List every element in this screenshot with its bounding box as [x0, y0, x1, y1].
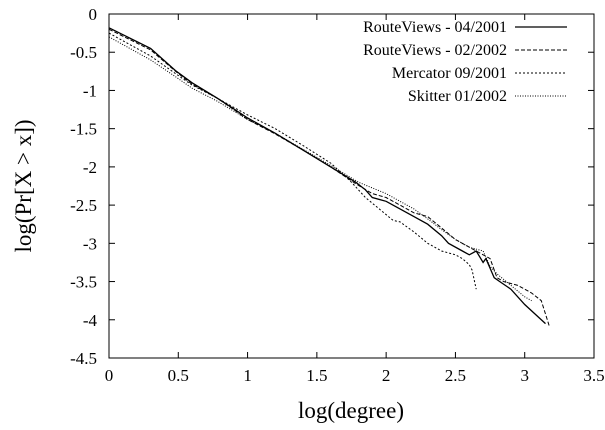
x-axis-title: log(degree) — [298, 398, 404, 423]
y-tick-label: -3.5 — [70, 273, 97, 292]
legend-label-routeviews-02-2002: RouteViews - 02/2002 — [363, 42, 507, 59]
x-tick-label: 0 — [105, 366, 114, 385]
series-line-skitter-01-2002 — [108, 36, 532, 302]
plot-series — [108, 27, 551, 328]
x-tick-label: 0.5 — [168, 366, 189, 385]
legend: RouteViews - 04/2001 RouteViews - 02/2002… — [363, 19, 567, 105]
x-tick-label: 1 — [243, 366, 252, 385]
y-tick-label: -4 — [83, 311, 98, 330]
y-axis-title: log(Pr[X > x]) — [11, 119, 36, 252]
y-tick-label: -4.5 — [70, 349, 97, 368]
y-tick-label: -1 — [83, 81, 97, 100]
y-tick-label: -0.5 — [70, 43, 97, 62]
axis-ticks: 0 0.5 1 1.5 2 2.5 3 3.5 0 -0.5 -1 -1.5 -2 -2.5 -3 -3.5 -… — [70, 5, 605, 385]
x-tick-label: 3 — [520, 366, 529, 385]
x-tick-label: 2 — [382, 366, 391, 385]
legend-label-mercator-09-2001: Mercator 09/2001 — [392, 65, 507, 82]
y-tick-label: -3 — [83, 234, 97, 253]
plot-frame — [108, 13, 595, 359]
legend-label-routeviews-04-2001: RouteViews - 04/2001 — [363, 19, 507, 36]
series-line-routeviews-04-2001 — [108, 27, 546, 325]
y-tick-label: -2 — [83, 158, 97, 177]
y-tick-label: -1.5 — [70, 120, 97, 139]
y-tick-label: -2.5 — [70, 196, 97, 215]
x-tick-label: 1.5 — [306, 366, 327, 385]
series-line-routeviews-02-2002 — [108, 28, 551, 328]
legend-label-skitter-01-2002: Skitter 01/2002 — [408, 88, 507, 105]
x-tick-label: 2.5 — [445, 366, 466, 385]
x-tick-label: 3.5 — [583, 366, 604, 385]
series-line-mercator-09-2001 — [108, 32, 477, 290]
y-tick-label: 0 — [89, 5, 98, 24]
